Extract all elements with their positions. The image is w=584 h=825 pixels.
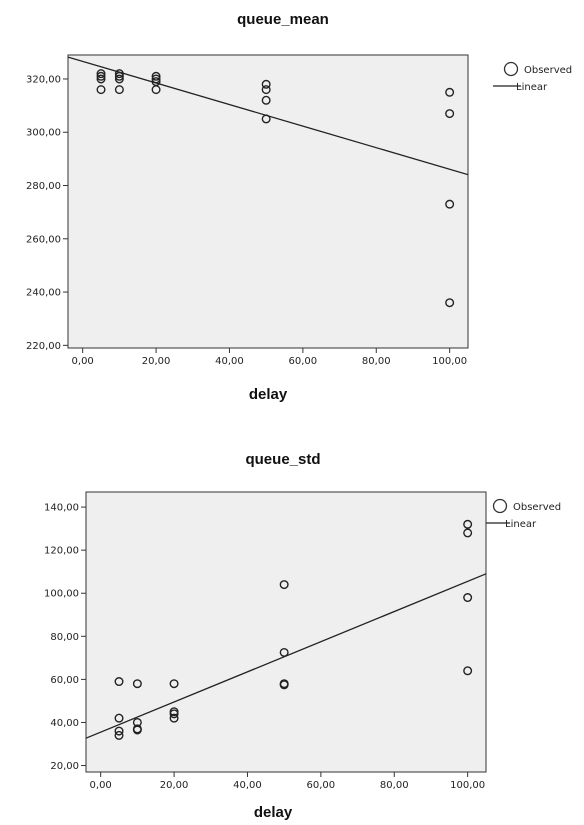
observed-point xyxy=(445,87,455,97)
legend-observed-label: Observed xyxy=(524,65,572,76)
observed-point xyxy=(463,519,473,529)
x-tick-label: 60,00 xyxy=(307,780,336,791)
y-tick-label: 280,00 xyxy=(26,181,61,192)
observed-point xyxy=(261,79,271,89)
y-tick-label: 40,00 xyxy=(50,718,79,729)
y-tick-label: 120,00 xyxy=(44,546,79,557)
observed-point xyxy=(151,85,161,95)
observed-point xyxy=(132,725,142,735)
y-tick-label: 240,00 xyxy=(26,288,61,299)
observed-point xyxy=(96,74,106,84)
observed-point xyxy=(114,677,124,687)
y-tick-label: 260,00 xyxy=(26,234,61,245)
observed-point xyxy=(114,730,124,740)
observed-point xyxy=(261,114,271,124)
x-tick-label: 100,00 xyxy=(450,780,485,791)
observed-point xyxy=(132,679,142,689)
observed-point xyxy=(114,71,124,81)
legend-observed-marker xyxy=(503,61,519,77)
chart-queue-std-svg: queue_std delay Observed Linear 20,00 40,… xyxy=(44,451,561,821)
observed-point xyxy=(279,680,289,690)
observed-point xyxy=(261,95,271,105)
plot-area xyxy=(67,54,469,349)
observed-point xyxy=(151,71,161,81)
observed-point xyxy=(114,713,124,723)
observed-point xyxy=(261,85,271,95)
x-tick-label: 60,00 xyxy=(289,356,318,367)
x-tick-label: 80,00 xyxy=(380,780,409,791)
x-tick-label: 20,00 xyxy=(142,356,171,367)
x-tick-label: 40,00 xyxy=(233,780,262,791)
x-tick-label: 80,00 xyxy=(362,356,391,367)
x-tick-label: 0,00 xyxy=(90,780,112,791)
y-tick-label: 60,00 xyxy=(50,675,79,686)
observed-point xyxy=(169,679,179,689)
y-tick-label: 80,00 xyxy=(50,632,79,643)
legend-linear-label: Linear xyxy=(505,519,537,530)
observed-point xyxy=(463,666,473,676)
observed-point xyxy=(169,713,179,723)
plot-area xyxy=(85,491,487,773)
x-tick-label: 0,00 xyxy=(72,356,94,367)
y-tick-label: 20,00 xyxy=(50,761,79,772)
observed-point xyxy=(445,109,455,119)
chart-title: queue_std xyxy=(245,451,320,468)
observed-point xyxy=(96,71,106,81)
observed-point xyxy=(463,528,473,538)
y-tick-label: 220,00 xyxy=(26,341,61,352)
y-tick-label: 140,00 xyxy=(44,503,79,514)
observed-point xyxy=(96,69,106,79)
observed-point xyxy=(445,199,455,209)
legend: Observed Linear xyxy=(482,498,561,530)
y-tick-label: 300,00 xyxy=(26,128,61,139)
legend: Observed Linear xyxy=(493,61,572,93)
observed-point xyxy=(114,69,124,79)
chart-queue-std: queue_std delay Observed Linear 20,00 40,… xyxy=(0,440,584,825)
observed-point xyxy=(114,726,124,736)
legend-observed-marker xyxy=(492,498,508,514)
legend-observed-label: Observed xyxy=(513,502,561,513)
observed-point xyxy=(96,85,106,95)
x-tick-label: 100,00 xyxy=(432,356,467,367)
x-tick-label: 40,00 xyxy=(215,356,244,367)
y-tick-label: 100,00 xyxy=(44,589,79,600)
observed-point xyxy=(279,647,289,657)
chart-queue-mean-svg: queue_mean delay Observed Linear 220,00 2… xyxy=(26,11,572,403)
observed-point xyxy=(114,85,124,95)
observed-point xyxy=(169,709,179,719)
legend-linear-label: Linear xyxy=(516,82,548,93)
observed-point xyxy=(463,593,473,603)
observed-point xyxy=(114,74,124,84)
observed-point xyxy=(151,74,161,84)
chart-title: queue_mean xyxy=(237,11,329,28)
x-tick-label: 20,00 xyxy=(160,780,189,791)
y-tick-label: 320,00 xyxy=(26,74,61,85)
x-axis-label: delay xyxy=(249,386,288,403)
observed-point xyxy=(445,298,455,308)
chart-queue-mean: queue_mean delay Observed Linear 220,00 2… xyxy=(0,0,584,410)
observed-point xyxy=(279,580,289,590)
x-axis-label: delay xyxy=(254,804,293,821)
